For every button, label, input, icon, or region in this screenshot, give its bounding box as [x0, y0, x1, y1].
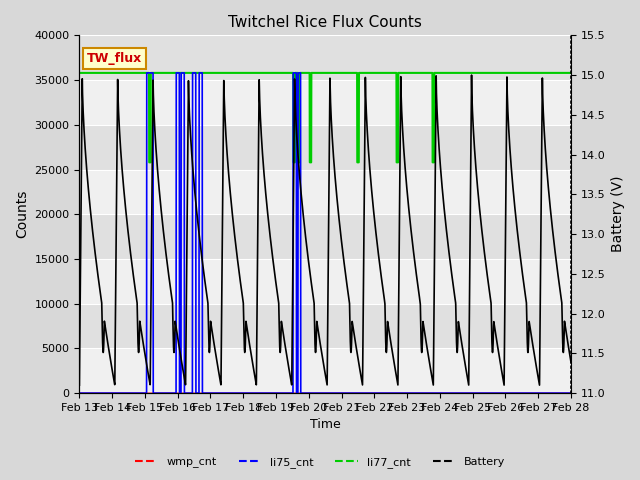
- Bar: [79, 214, 571, 259]
- Y-axis label: Battery (V): Battery (V): [611, 176, 625, 252]
- Bar: [79, 169, 571, 214]
- Bar: [79, 259, 571, 304]
- Legend: wmp_cnt, li75_cnt, li77_cnt, Battery: wmp_cnt, li75_cnt, li77_cnt, Battery: [131, 452, 509, 472]
- Bar: [79, 304, 571, 348]
- X-axis label: Time: Time: [310, 419, 340, 432]
- Bar: [79, 80, 571, 125]
- Text: TW_flux: TW_flux: [87, 52, 142, 65]
- Bar: [79, 348, 571, 393]
- Title: Twitchel Rice Flux Counts: Twitchel Rice Flux Counts: [228, 15, 422, 30]
- Y-axis label: Counts: Counts: [15, 190, 29, 239]
- Bar: [79, 36, 571, 80]
- Bar: [79, 125, 571, 169]
